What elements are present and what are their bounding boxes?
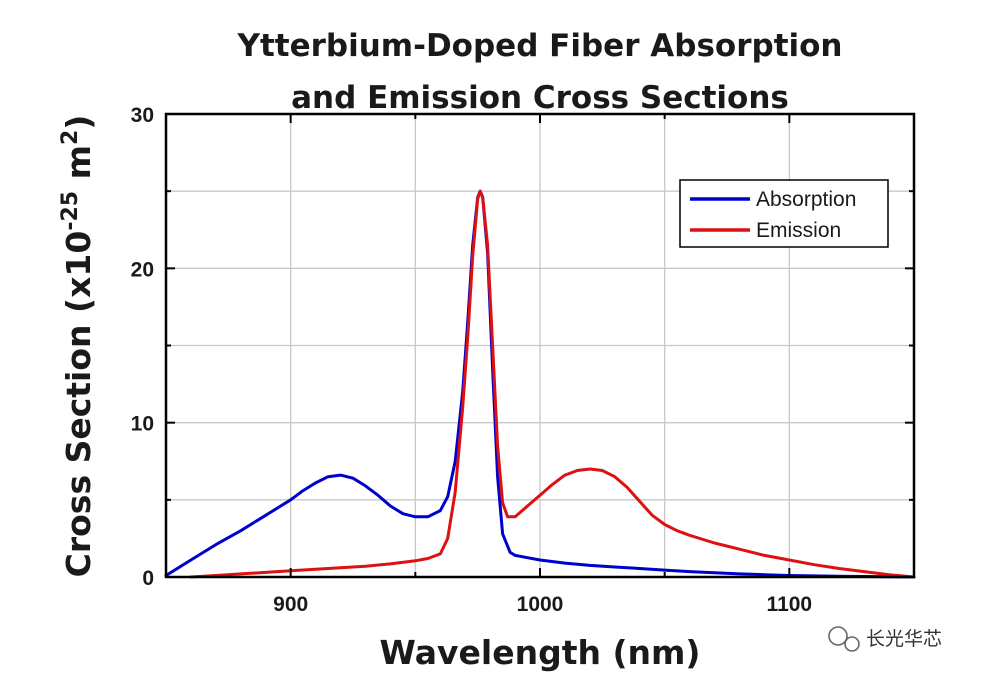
y-axis-label: Cross Section (x10-25 m2) xyxy=(58,115,98,578)
legend-label-emission: Emission xyxy=(756,219,841,242)
axis-ticks: 900 1000 1100 0 10 20 30 xyxy=(131,104,914,616)
series-line-emission xyxy=(189,189,916,579)
y-tick-label: 20 xyxy=(131,258,154,281)
legend-label-absorption: Absorption xyxy=(756,188,856,211)
wechat-icon xyxy=(828,626,860,652)
watermark-text: 长光华芯 xyxy=(866,628,942,650)
plot-area xyxy=(164,189,916,579)
chart-title-line-1: Ytterbium-Doped Fiber Absorption xyxy=(237,28,843,64)
x-tick-label: 1100 xyxy=(767,593,813,616)
y-tick-label: 0 xyxy=(142,567,154,590)
x-axis-label: Wavelength (nm) xyxy=(380,633,701,672)
y-tick-label: 30 xyxy=(131,104,154,127)
watermark: 长光华芯 xyxy=(828,626,942,652)
chart-title-line-2: and Emission Cross Sections xyxy=(291,80,789,116)
legend-box xyxy=(679,179,889,248)
y-tick-label: 10 xyxy=(131,413,154,436)
legend: Absorption Emission xyxy=(679,179,889,248)
x-tick-label: 900 xyxy=(273,593,308,616)
x-tick-label: 1000 xyxy=(517,593,564,616)
